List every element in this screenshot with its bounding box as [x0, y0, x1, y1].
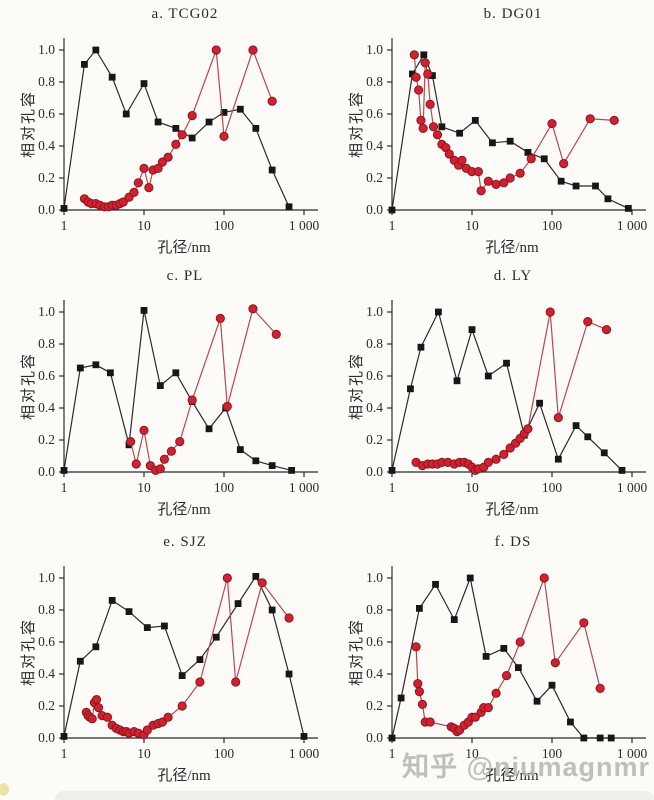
plot-area: 1 10 100 1 000 0.0 0.2 0.4 0.6 0.8 1.0	[38, 38, 320, 233]
svg-text:100: 100	[214, 480, 235, 495]
svg-text:10: 10	[465, 218, 479, 233]
svg-text:0.6: 0.6	[38, 634, 55, 649]
edge-artifact	[0, 783, 9, 796]
svg-text:100: 100	[542, 480, 563, 495]
svg-text:0.4: 0.4	[38, 400, 55, 415]
plot-area: 1 10 100 1 000 0.0 0.2 0.4 0.6 0.8 1.0	[366, 300, 648, 495]
subplot-a-tcg02: a. TCG02 相对孔容 1 10 100 1 000 0.0 0.2 0.4 0.6 0.8…	[2, 6, 324, 262]
svg-text:1: 1	[389, 480, 396, 495]
svg-text:0.4: 0.4	[366, 138, 383, 153]
next-card-top-edge	[55, 791, 654, 800]
subplot-e-sjz: e. SJZ 相对孔容 1 10 100 1 000 0.0 0.2 0.4 0.6 0.8 1.…	[2, 534, 324, 790]
svg-text:1: 1	[61, 218, 68, 233]
svg-text:1.0: 1.0	[38, 570, 55, 585]
subplot-title: f. DS	[494, 534, 532, 550]
svg-text:100: 100	[214, 218, 235, 233]
svg-text:0.8: 0.8	[366, 602, 383, 617]
svg-text:0.4: 0.4	[366, 400, 383, 415]
x-axis-label: 孔径/nm	[485, 768, 539, 784]
svg-text:0.8: 0.8	[366, 336, 383, 351]
subplot-title: c. PL	[166, 268, 204, 284]
svg-text:100: 100	[542, 746, 563, 761]
svg-text:0.2: 0.2	[38, 698, 55, 713]
svg-text:0.4: 0.4	[38, 666, 55, 681]
svg-text:0.8: 0.8	[38, 74, 55, 89]
svg-text:0.2: 0.2	[366, 170, 383, 185]
svg-text:0.0: 0.0	[366, 730, 383, 745]
svg-text:0.0: 0.0	[366, 202, 383, 217]
svg-text:0.0: 0.0	[38, 464, 55, 479]
x-axis-label: 孔径/nm	[485, 502, 539, 518]
svg-text:0.2: 0.2	[38, 170, 55, 185]
plot-area: 1 10 100 1 000 0.0 0.2 0.4 0.6 0.8 1.0	[38, 566, 320, 761]
subplot-f-ds: f. DS 相对孔容 1 10 100 1 000 0.0 0.2 0.4 0.6 0.8 1.0…	[330, 534, 652, 790]
plot-area: 1 10 100 1 000 0.0 0.2 0.4 0.6 0.8 1.0	[38, 300, 320, 495]
svg-text:0.2: 0.2	[366, 432, 383, 447]
x-axis-label: 孔径/nm	[485, 240, 539, 256]
svg-text:1 000: 1 000	[617, 746, 648, 761]
svg-text:0.0: 0.0	[366, 464, 383, 479]
svg-text:0.2: 0.2	[366, 698, 383, 713]
svg-text:1 000: 1 000	[617, 480, 648, 495]
svg-text:0.6: 0.6	[366, 634, 383, 649]
svg-text:0.4: 0.4	[38, 138, 55, 153]
subplot-b-dg01: b. DG01 相对孔容 1 10 100 1 000 0.0 0.2 0.4 0.6 0.8 1…	[330, 6, 652, 262]
svg-text:1 000: 1 000	[289, 746, 320, 761]
svg-text:10: 10	[137, 218, 151, 233]
svg-text:1.0: 1.0	[366, 304, 383, 319]
svg-text:10: 10	[465, 480, 479, 495]
svg-text:1 000: 1 000	[617, 218, 648, 233]
subplot-c-pl: c. PL 相对孔容 1 10 100 1 000 0.0 0.2 0.4 0.6 0.8 1.0…	[2, 268, 324, 524]
svg-text:1: 1	[61, 480, 68, 495]
svg-text:0.8: 0.8	[38, 336, 55, 351]
svg-text:100: 100	[214, 746, 235, 761]
svg-text:0.0: 0.0	[38, 202, 55, 217]
subplot-title: a. TCG02	[151, 6, 219, 22]
svg-text:10: 10	[465, 746, 479, 761]
svg-text:100: 100	[542, 218, 563, 233]
subplot-title: b. DG01	[483, 6, 543, 22]
zhihu-watermark: 知乎 @niumagnmr	[402, 752, 650, 782]
svg-text:1.0: 1.0	[366, 570, 383, 585]
svg-text:0.6: 0.6	[38, 368, 55, 383]
svg-text:1: 1	[389, 746, 396, 761]
plot-area: 1 10 100 1 000 0.0 0.2 0.4 0.6 0.8 1.0	[366, 566, 648, 761]
svg-text:1.0: 1.0	[366, 42, 383, 57]
svg-text:0.4: 0.4	[366, 666, 383, 681]
svg-text:10: 10	[137, 746, 151, 761]
subplot-title: e. SJZ	[163, 534, 207, 550]
x-axis-label: 孔径/nm	[157, 768, 211, 784]
svg-text:0.6: 0.6	[366, 106, 383, 121]
svg-text:0.0: 0.0	[38, 730, 55, 745]
svg-text:1.0: 1.0	[38, 304, 55, 319]
x-axis-label: 孔径/nm	[157, 502, 211, 518]
x-axis-label: 孔径/nm	[157, 240, 211, 256]
svg-text:1 000: 1 000	[289, 480, 320, 495]
plot-area: 1 10 100 1 000 0.0 0.2 0.4 0.6 0.8 1.0	[366, 38, 648, 233]
svg-text:0.8: 0.8	[366, 74, 383, 89]
svg-text:1 000: 1 000	[289, 218, 320, 233]
svg-text:0.2: 0.2	[38, 432, 55, 447]
svg-text:0.6: 0.6	[366, 368, 383, 383]
subplot-title: d. LY	[493, 268, 533, 284]
svg-text:1.0: 1.0	[38, 42, 55, 57]
svg-text:1: 1	[61, 746, 68, 761]
svg-text:1: 1	[389, 218, 396, 233]
svg-text:10: 10	[137, 480, 151, 495]
svg-text:0.8: 0.8	[38, 602, 55, 617]
svg-text:0.6: 0.6	[38, 106, 55, 121]
subplot-d-ly: d. LY 相对孔容 1 10 100 1 000 0.0 0.2 0.4 0.6 0.8 1.0…	[330, 268, 652, 524]
